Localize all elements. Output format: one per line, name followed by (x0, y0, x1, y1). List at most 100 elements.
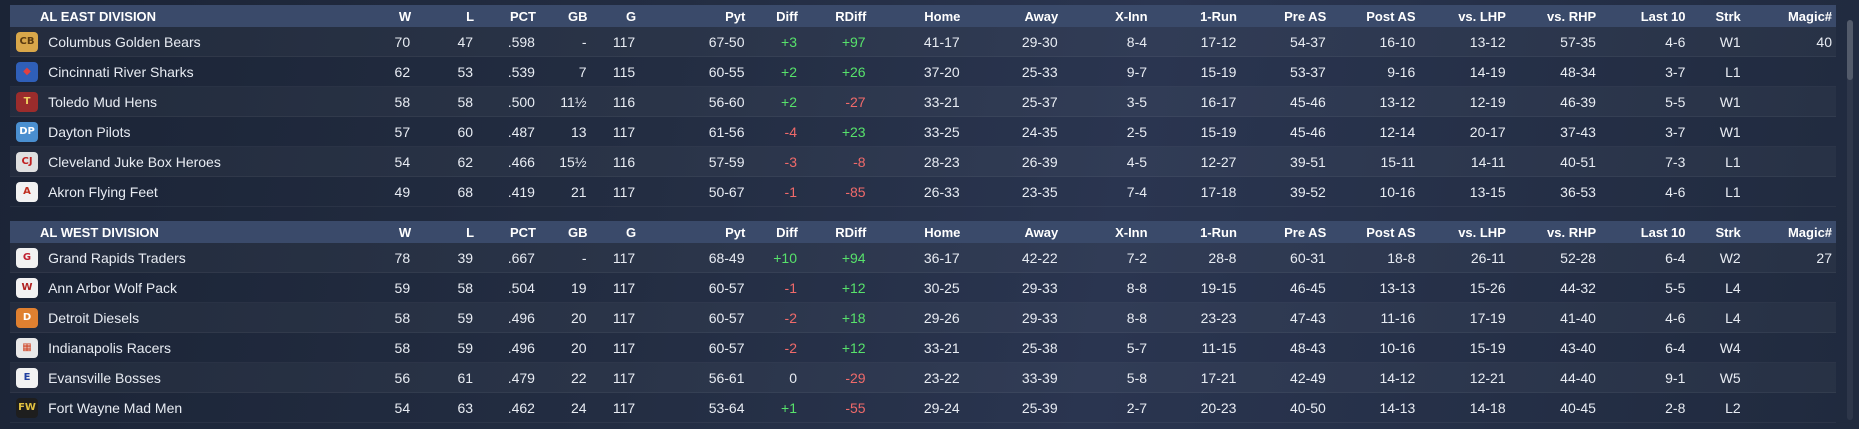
column-header-preas[interactable]: Pre AS (1284, 8, 1327, 24)
team-name[interactable]: Akron Flying Feet (48, 183, 158, 200)
column-header-w[interactable]: W (398, 8, 412, 24)
column-header-magic[interactable]: Magic# (1787, 224, 1833, 240)
column-header-w[interactable]: W (398, 224, 412, 240)
column-header-gb[interactable]: GB (567, 224, 588, 240)
stat-lhp: 13-12 (1469, 33, 1506, 50)
stat-xinn: 8-8 (1126, 309, 1148, 326)
team-row[interactable]: G Grand Rapids Traders 78 39 .667 - 117 68-49 +1… (10, 243, 1836, 273)
column-header-g[interactable]: G (626, 8, 637, 24)
stat-onerun: 28-8 (1208, 249, 1237, 266)
column-header-gb[interactable]: GB (567, 8, 588, 24)
team-row[interactable]: D Detroit Diesels 58 59 .496 20 117 60-57 -2 +18 2… (10, 303, 1836, 333)
stat-rdiff: +12 (841, 279, 866, 296)
stat-w: 59 (394, 279, 411, 296)
team-logo-cell: CB (10, 31, 44, 52)
team-row[interactable]: E Evansville Bosses 56 61 .479 22 117 56-61 0 -29… (10, 363, 1836, 393)
column-header-last10[interactable]: Last 10 (1640, 8, 1686, 24)
stat-lhp: 14-11 (1470, 153, 1506, 170)
column-header-l[interactable]: L (466, 224, 475, 240)
stat-rhp: 57-35 (1560, 33, 1596, 50)
division-header[interactable]: AL EAST DIVISION W L PCT GB G Pyt Diff RDiff Home… (10, 5, 1836, 27)
column-header-strk[interactable]: Strk (1715, 8, 1741, 24)
team-name[interactable]: Toledo Mud Hens (48, 93, 158, 110)
stat-lhp: 13-15 (1469, 183, 1506, 200)
stat-l: 63 (457, 399, 474, 416)
stat-preas: 39-52 (1290, 183, 1326, 200)
stat-g: 117 (612, 369, 636, 386)
stat-l: 58 (457, 279, 474, 296)
team-row[interactable]: CB Columbus Golden Bears 70 47 .598 - 117 67-50… (10, 27, 1836, 57)
stat-home: 41-17 (923, 33, 960, 50)
column-header-pyt[interactable]: Pyt (725, 8, 746, 24)
stat-postas: 14-12 (1379, 369, 1416, 386)
stat-w: 78 (394, 249, 411, 266)
column-header-xinn[interactable]: X-Inn (1115, 224, 1148, 240)
team-name[interactable]: Detroit Diesels (48, 309, 140, 326)
column-header-rhp[interactable]: vs. RHP (1547, 224, 1597, 240)
team-row[interactable]: ▦ Indianapolis Racers 58 59 .496 20 117 60-57 -2… (10, 333, 1836, 363)
column-header-home[interactable]: Home (924, 224, 961, 240)
team-row[interactable]: DP Dayton Pilots 57 60 .487 13 117 61-56 -4 +23 33… (10, 117, 1836, 147)
column-header-last10[interactable]: Last 10 (1640, 224, 1686, 240)
team-name[interactable]: Indianapolis Racers (48, 339, 172, 356)
stat-diff: +2 (781, 63, 797, 80)
division-rows: CB Columbus Golden Bears 70 47 .598 - 117 67-50… (10, 27, 1836, 207)
team-row[interactable]: A Akron Flying Feet 49 68 .419 21 117 50-67 -1 -8… (10, 177, 1836, 207)
column-header-away[interactable]: Away (1024, 8, 1059, 24)
column-header-g[interactable]: G (626, 224, 637, 240)
column-header-magic[interactable]: Magic# (1787, 8, 1833, 24)
column-header-rdiff[interactable]: RDiff (835, 8, 867, 24)
column-header-away[interactable]: Away (1024, 224, 1059, 240)
division-title[interactable]: AL WEST DIVISION (40, 224, 159, 240)
column-header-lhp[interactable]: vs. LHP (1458, 8, 1506, 24)
team-logo-cell: A (10, 181, 44, 202)
column-header-onerun[interactable]: 1-Run (1200, 224, 1237, 240)
vertical-scrollbar[interactable] (1847, 20, 1853, 420)
division-section: AL EAST DIVISION W L PCT GB G Pyt Diff RDiff Home… (10, 5, 1836, 207)
team-row[interactable]: CJ Cleveland Juke Box Heroes 54 62 .466 15½ 11… (10, 147, 1836, 177)
stat-strk: L1 (1725, 63, 1741, 80)
team-name[interactable]: Fort Wayne Mad Men (48, 399, 183, 416)
column-header-postas[interactable]: Post AS (1366, 8, 1416, 24)
column-header-preas[interactable]: Pre AS (1284, 224, 1327, 240)
column-header-diff[interactable]: Diff (776, 8, 798, 24)
stat-onerun: 11-15 (1201, 339, 1237, 356)
column-header-rhp[interactable]: vs. RHP (1547, 8, 1597, 24)
stat-postas: 12-14 (1379, 123, 1416, 140)
stat-onerun: 20-23 (1200, 399, 1237, 416)
column-header-l[interactable]: L (466, 8, 475, 24)
column-header-rdiff[interactable]: RDiff (835, 224, 867, 240)
column-header-home[interactable]: Home (924, 8, 961, 24)
column-header-pyt[interactable]: Pyt (725, 224, 746, 240)
stat-onerun: 16-17 (1200, 93, 1237, 110)
team-row[interactable]: T Toledo Mud Hens 58 58 .500 11½ 116 56-60 +2 -27… (10, 87, 1836, 117)
stat-diff: -2 (784, 309, 797, 326)
stat-l: 58 (457, 93, 474, 110)
stat-l: 47 (457, 33, 474, 50)
column-header-lhp[interactable]: vs. LHP (1458, 224, 1506, 240)
team-name[interactable]: Ann Arbor Wolf Pack (48, 279, 177, 296)
column-header-strk[interactable]: Strk (1715, 224, 1741, 240)
division-title[interactable]: AL EAST DIVISION (40, 8, 157, 24)
column-header-pct[interactable]: PCT (509, 8, 536, 24)
stat-postas: 13-12 (1379, 93, 1416, 110)
column-header-xinn[interactable]: X-Inn (1115, 8, 1148, 24)
team-name[interactable]: Cleveland Juke Box Heroes (48, 153, 221, 170)
team-name[interactable]: Columbus Golden Bears (48, 33, 201, 50)
column-header-diff[interactable]: Diff (776, 224, 798, 240)
scrollbar-thumb[interactable] (1847, 20, 1853, 80)
column-header-onerun[interactable]: 1-Run (1200, 8, 1237, 24)
team-name[interactable]: Grand Rapids Traders (48, 249, 186, 266)
team-name[interactable]: Dayton Pilots (48, 123, 131, 140)
column-header-pct[interactable]: PCT (509, 224, 536, 240)
team-name[interactable]: Cincinnati River Sharks (48, 63, 194, 80)
stat-pyt: 60-57 (708, 309, 745, 326)
team-row[interactable]: ◆ Cincinnati River Sharks 62 53 .539 7 115 60-5… (10, 57, 1836, 87)
division-header[interactable]: AL WEST DIVISION W L PCT GB G Pyt Diff RDiff Home… (10, 221, 1836, 243)
team-row[interactable]: W Ann Arbor Wolf Pack 59 58 .504 19 117 60-57 -1… (10, 273, 1836, 303)
column-header-postas[interactable]: Post AS (1366, 224, 1416, 240)
stat-w: 57 (394, 123, 411, 140)
team-name[interactable]: Evansville Bosses (48, 369, 161, 386)
stat-rhp: 46-39 (1560, 93, 1596, 110)
team-row[interactable]: FW Fort Wayne Mad Men 54 63 .462 24 117 53-64 +1… (10, 393, 1836, 423)
